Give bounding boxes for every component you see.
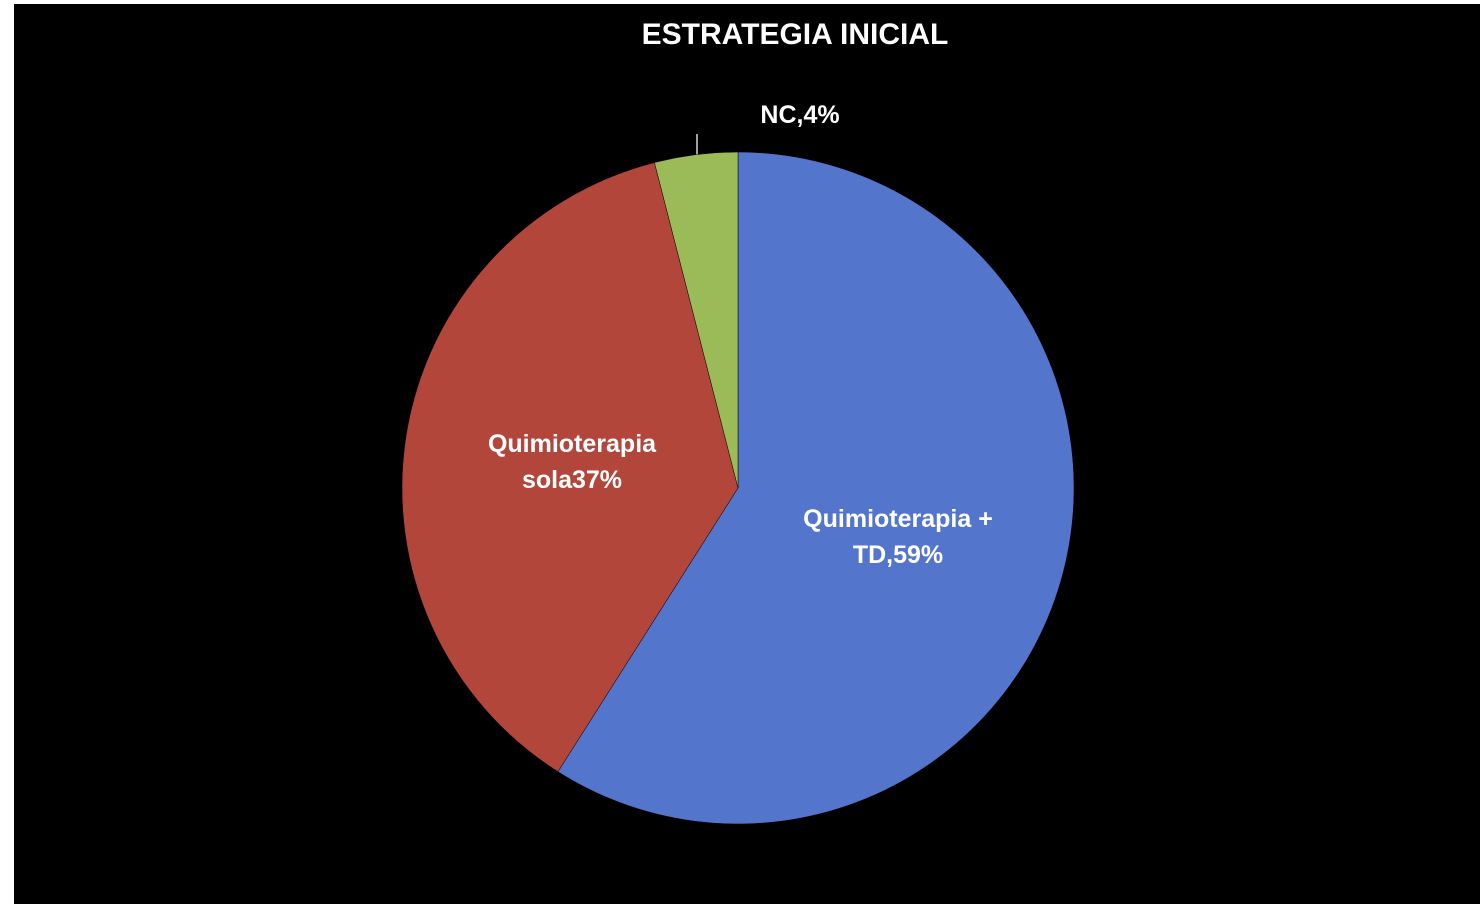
pie-slice	[557, 151, 1075, 825]
data-label: Quimioterapia sola37%	[487, 430, 657, 494]
chart-title: ESTRATEGIA INICIAL	[641, 18, 949, 51]
data-label: NC,4%	[760, 101, 840, 129]
pie-slice	[654, 151, 739, 489]
data-label: Quimioterapia + TD,59%	[803, 505, 993, 569]
pie-slice	[401, 162, 739, 773]
